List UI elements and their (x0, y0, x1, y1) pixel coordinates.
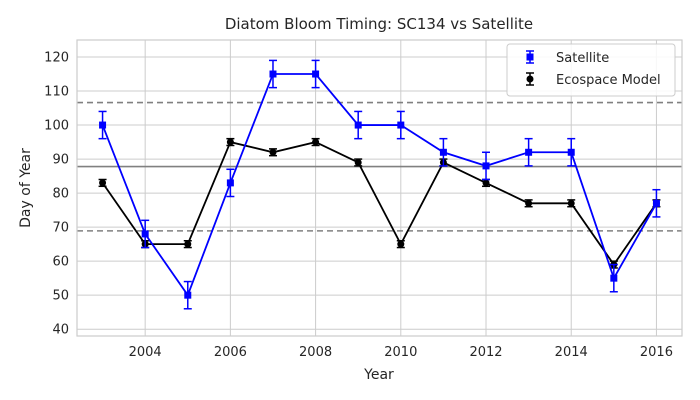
satellite-point (397, 121, 405, 129)
x-tick-label: 2016 (640, 345, 673, 360)
satellite-point (439, 148, 447, 156)
plot-area-border (76, 39, 683, 337)
y-tick-label: 100 (44, 119, 69, 134)
ecospace-model-point (269, 148, 277, 156)
legend-ecospace-model-marker (526, 75, 534, 83)
series-layer (98, 59, 661, 310)
reference-lines (77, 101, 682, 232)
x-tick-label: 2014 (555, 345, 588, 360)
y-tick-label: 90 (52, 153, 69, 168)
ecospace-model-point (397, 240, 405, 248)
ecospace-model-point (312, 138, 320, 146)
satellite-line (101, 73, 658, 298)
x-tick-label: 2004 (129, 345, 162, 360)
x-tick-label: 2008 (299, 345, 332, 360)
legend: Satellite Ecospace Model (506, 43, 676, 97)
ecospace-model-point (567, 199, 575, 207)
x-axis-label: Year (363, 367, 394, 383)
chart-title: Diatom Bloom Timing: SC134 vs Satellite (225, 15, 533, 33)
satellite-point (269, 70, 277, 78)
satellite-point (567, 148, 575, 156)
satellite-point (652, 199, 660, 207)
ecospace-model-point (99, 179, 107, 187)
satellite-point (482, 162, 490, 170)
satellite-point (610, 274, 618, 282)
ecospace-model-point (525, 199, 533, 207)
satellite-point (525, 148, 533, 156)
satellite-point (141, 230, 149, 238)
y-tick-label: 110 (44, 85, 69, 100)
satellite-point (226, 179, 234, 187)
plot-frame (76, 39, 683, 337)
y-tick-label: 60 (52, 255, 69, 270)
legend-box (506, 43, 676, 97)
legend-label-satellite: Satellite (556, 51, 609, 66)
y-tick-label: 120 (44, 51, 69, 66)
satellite-point (312, 70, 320, 78)
y-axis-label: Day of Year (18, 148, 34, 228)
y-tick-label: 50 (52, 289, 69, 304)
x-tick-label: 2012 (469, 345, 502, 360)
y-tick-label: 40 (52, 323, 69, 338)
ecospace-model-point (482, 179, 490, 187)
satellite-point (99, 121, 107, 129)
legend-satellite-marker (526, 53, 534, 61)
tick-labels: 2004 2006 2008 2010 2012 2014 2016 40 50 60 70 80 90… (44, 51, 673, 360)
x-tick-label: 2006 (214, 345, 247, 360)
ecospace-model-point (184, 240, 192, 248)
legend-label-ecospace-model: Ecospace Model (556, 73, 661, 88)
ecospace-model-point (226, 138, 234, 146)
satellite-point (354, 121, 362, 129)
y-tick-label: 80 (52, 187, 69, 202)
satellite-point (184, 291, 192, 299)
ecospace-model-line (101, 141, 658, 267)
ecospace-model-point (354, 158, 362, 166)
x-tick-label: 2010 (384, 345, 417, 360)
y-tick-label: 70 (52, 221, 69, 236)
